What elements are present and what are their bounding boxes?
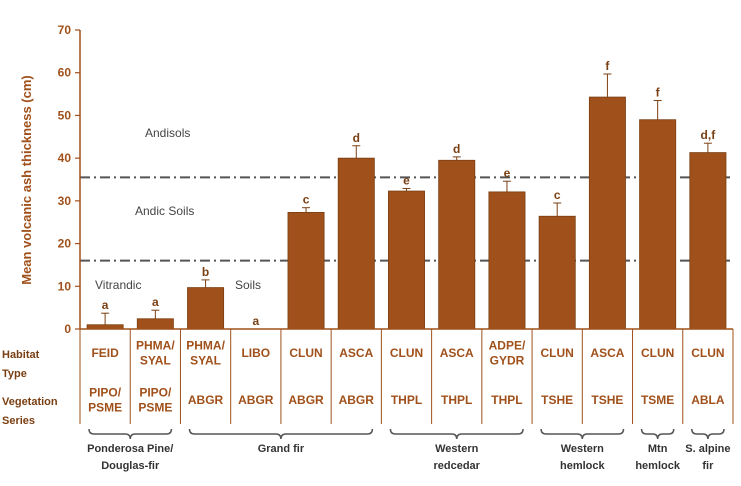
row-label-0-1: Type <box>2 368 27 380</box>
bar-11 <box>639 119 677 330</box>
group-label-0-1: Douglas-fir <box>101 460 160 472</box>
y-tick-label-5: 50 <box>58 108 72 122</box>
series-cell-10: TSHE <box>591 393 623 407</box>
habitat-cell-1: PHMA/SYAL <box>136 339 175 368</box>
group-label-2-1: redcedar <box>433 460 480 472</box>
habitat-cell-5: ASCA <box>339 346 373 360</box>
series-cell-12: ABLA <box>691 393 725 407</box>
group-brace-1 <box>188 428 374 440</box>
series-cell-5: ABGR <box>339 393 375 407</box>
habitat-cell-3: LIBO <box>241 346 270 360</box>
habitat-cell-12: CLUN <box>691 346 724 360</box>
y-axis: 0 10 20 30 40 50 60 70 Mean volcanic ash thickne… <box>19 23 733 336</box>
series-cell-11: TSME <box>641 393 674 407</box>
bar-4 <box>287 211 325 330</box>
sig-letter-3: a <box>252 314 259 328</box>
bars: a a b a c d e d e c f f d,f <box>86 59 727 330</box>
sig-letter-9: c <box>554 188 561 202</box>
group-label-0-0: Ponderosa Pine/ <box>87 443 173 455</box>
y-tick-label-1: 10 <box>58 279 72 293</box>
y-tick-label-3: 30 <box>58 194 72 208</box>
bar-9 <box>538 215 576 330</box>
habitat-cell-7: ASCA <box>440 346 474 360</box>
group-brace-4 <box>640 428 675 440</box>
y-tick-label-0: 0 <box>64 322 71 336</box>
bar-6 <box>388 190 425 330</box>
habitat-cell-11: CLUN <box>641 346 674 360</box>
group-label-5-0: S. alpine <box>685 443 730 455</box>
group-brace-3 <box>540 428 625 440</box>
series-cell-7: THPL <box>441 393 472 407</box>
sig-letter-4: c <box>303 193 310 207</box>
group-label-3-1: hemlock <box>560 460 606 472</box>
group-brace-2 <box>389 428 524 440</box>
habitat-cell-0: FEID <box>91 346 119 360</box>
habitat-cell-4: CLUN <box>289 346 322 360</box>
soil-zone-labels: Andisols Andic Soils Vitrandic Soils <box>95 126 261 292</box>
zone-label-3: Soils <box>235 278 261 292</box>
series-cell-6: THPL <box>391 393 422 407</box>
y-tick-label-2: 20 <box>58 237 72 251</box>
habitat-cell-8: ADPE/GYDR <box>489 339 526 368</box>
sig-letter-10: f <box>605 59 610 73</box>
sig-letter-8: e <box>504 166 511 180</box>
habitat-cell-2: PHMA/SYAL <box>186 339 225 368</box>
row-label-1-1: Series <box>2 415 35 427</box>
series-cell-0: PIPO/PSME <box>88 386 122 415</box>
group-label-2-0: Western <box>435 443 478 455</box>
series-cell-3: ABGR <box>238 393 274 407</box>
row-label-0-0: Habitat <box>2 349 40 361</box>
sig-letter-6: e <box>403 173 410 187</box>
category-table: FEID PIPO/PSME PHMA/SYAL PIPO/PSME PHMA/SYAL… <box>2 329 734 427</box>
zone-label-0: Andisols <box>145 126 190 140</box>
series-cell-8: THPL <box>491 393 522 407</box>
bar-7 <box>438 159 476 330</box>
sig-letter-1: a <box>152 295 159 309</box>
habitat-cell-9: CLUN <box>541 346 574 360</box>
group-brace-5 <box>691 428 725 440</box>
zone-label-2: Vitrandic <box>95 278 141 292</box>
sig-letter-5: d <box>353 131 360 145</box>
row-label-1-0: Vegetation <box>2 396 58 408</box>
bar-2 <box>187 287 225 330</box>
habitat-cell-10: ASCA <box>590 346 624 360</box>
series-cell-4: ABGR <box>288 393 324 407</box>
zone-label-1: Andic Soils <box>135 204 194 218</box>
y-tick-label-4: 40 <box>58 151 72 165</box>
group-label-1-0: Grand fir <box>258 443 305 455</box>
sig-letter-0: a <box>102 298 109 312</box>
bar-1 <box>136 318 174 330</box>
group-label-3-0: Western <box>561 443 604 455</box>
group-label-4-1: hemlock <box>635 460 681 472</box>
bar-5 <box>337 157 375 330</box>
sig-letter-7: d <box>453 142 460 156</box>
sig-letter-12: d,f <box>701 128 717 142</box>
series-cell-9: TSHE <box>541 393 573 407</box>
group-label-4-0: Mtn <box>648 443 668 455</box>
series-cell-2: ABGR <box>188 393 224 407</box>
habitat-cell-6: CLUN <box>390 346 423 360</box>
vegetation-groups: Ponderosa Pine/Douglas-fir Grand fir Weste… <box>87 428 731 472</box>
y-axis-label: Mean volcanic ash thickness (cm) <box>19 75 34 285</box>
group-label-5-1: fir <box>702 460 714 472</box>
y-tick-label-7: 70 <box>58 23 72 37</box>
bar-8 <box>488 191 526 330</box>
sig-letter-11: f <box>656 85 661 99</box>
group-brace-0 <box>88 428 173 440</box>
series-cell-1: PIPO/PSME <box>138 386 172 415</box>
sig-letter-2: b <box>202 265 209 279</box>
y-tick-label-6: 60 <box>58 66 72 80</box>
bar-12 <box>689 152 727 330</box>
bar-10 <box>588 96 626 330</box>
